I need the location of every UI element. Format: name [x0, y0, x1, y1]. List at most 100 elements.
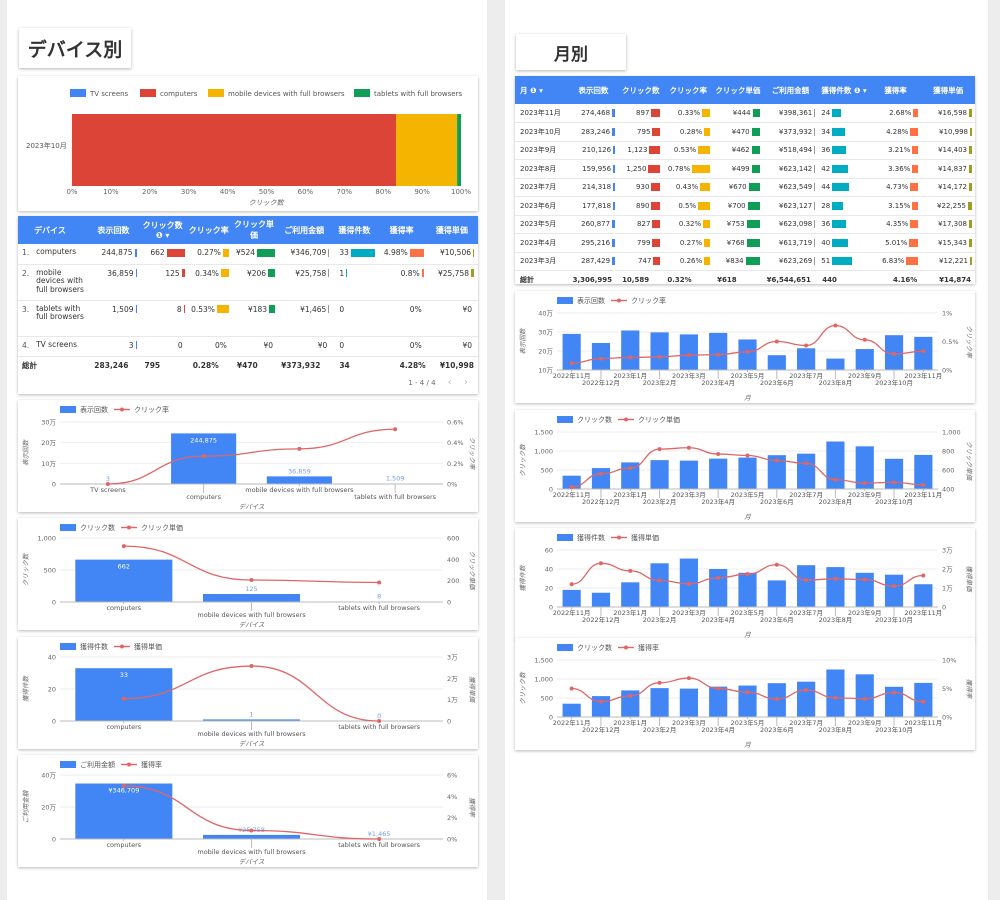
pager-next-icon[interactable]: › — [464, 377, 468, 388]
table-row[interactable]: 2023年8月 159,956 1,250 0.78% ¥499 ¥623,142 42 3.… — [515, 160, 975, 178]
line-point[interactable] — [892, 690, 897, 695]
line-point[interactable] — [833, 576, 838, 581]
month-col-impressions[interactable]: 表示回数 — [578, 85, 609, 95]
table-row[interactable]: 2023年7月 214,318 930 0.43% ¥670 ¥623,549 44 4.73… — [515, 178, 975, 197]
line-point[interactable] — [249, 664, 254, 669]
line-point[interactable] — [921, 699, 926, 704]
line-point[interactable] — [377, 719, 382, 723]
pager-prev-icon[interactable]: ‹ — [447, 377, 452, 388]
line-point[interactable] — [892, 584, 897, 589]
line-point[interactable] — [249, 828, 254, 833]
device-col-cpa[interactable]: 獲得単価 — [435, 225, 468, 235]
line-point[interactable] — [804, 343, 809, 348]
month-col-cpc[interactable]: クリック単価 — [715, 85, 761, 95]
table-row[interactable]: 4. TV screens 3 0 0% ¥0 ¥0 0 0% ¥0 — [18, 336, 478, 356]
line-point[interactable] — [745, 690, 750, 695]
line-point[interactable] — [686, 676, 691, 681]
line-point[interactable] — [628, 568, 633, 573]
line-point[interactable] — [774, 697, 779, 702]
month-col-cost[interactable]: ご利用金額 — [771, 85, 810, 95]
line-point[interactable] — [892, 480, 897, 485]
line-point[interactable] — [569, 582, 574, 587]
device-col-cost[interactable]: ご利用金額 — [284, 225, 325, 235]
table-row[interactable]: 1. computers 244,875 662 0.27% ¥524 ¥346,709 33… — [18, 244, 478, 264]
device-col-cvr[interactable]: 獲得率 — [389, 225, 414, 235]
line-point[interactable] — [745, 572, 750, 577]
device-col-conversions[interactable]: 獲得件数 — [338, 225, 371, 235]
line-point[interactable] — [774, 458, 779, 463]
month-col-cpa[interactable]: 獲得単価 — [933, 85, 964, 95]
line-point[interactable] — [598, 561, 603, 566]
line-point[interactable] — [628, 355, 633, 360]
line-point[interactable] — [774, 339, 779, 344]
line-point[interactable] — [862, 337, 867, 342]
line-point[interactable] — [716, 686, 721, 691]
line-point[interactable] — [377, 837, 382, 841]
line-point[interactable] — [745, 349, 750, 354]
line-point[interactable] — [716, 452, 721, 457]
y2-tick-label: 0.5% — [942, 338, 959, 346]
month-col-ctr[interactable]: クリック率 — [669, 85, 708, 95]
line-point[interactable] — [569, 485, 574, 490]
line-point[interactable] — [569, 686, 574, 691]
line-point[interactable] — [745, 453, 750, 458]
line-point[interactable] — [121, 544, 126, 549]
table-row[interactable]: 3. tablets with full browsers 1,509 8 0.53% ¥… — [18, 300, 478, 336]
table-row[interactable]: 2023年6月 177,818 890 0.5% ¥700 ¥623,127 28 3.15%… — [515, 197, 975, 216]
table-row[interactable]: 2023年3月 287,429 747 0.26% ¥834 ¥623,269 51 6.83… — [515, 252, 975, 271]
line-point[interactable] — [833, 323, 838, 328]
line-point[interactable] — [833, 695, 838, 700]
table-row[interactable]: 2023年9月 210,126 1,123 0.53% ¥462 ¥518,494 36 3.… — [515, 141, 975, 160]
line-point[interactable] — [598, 356, 603, 361]
line-point[interactable] — [892, 352, 897, 357]
line-point[interactable] — [921, 349, 926, 354]
line-point[interactable] — [628, 466, 633, 471]
line-point[interactable] — [862, 696, 867, 701]
month-col-conversions[interactable]: 獲得件数 ❶ ▾ — [821, 85, 867, 95]
month-col-cvr[interactable]: 獲得率 — [884, 85, 907, 95]
device-col-cpc[interactable]: クリック単価 — [233, 220, 274, 240]
line-point[interactable] — [862, 577, 867, 582]
line-point[interactable] — [921, 573, 926, 578]
line-point[interactable] — [804, 578, 809, 583]
device-col-ctr[interactable]: クリック率 — [188, 225, 229, 235]
line-point[interactable] — [377, 580, 382, 585]
line-point[interactable] — [569, 361, 574, 366]
line-point[interactable] — [598, 699, 603, 704]
line-point[interactable] — [393, 427, 398, 432]
line-point[interactable] — [716, 575, 721, 580]
line-point[interactable] — [657, 447, 662, 452]
line-point[interactable] — [297, 446, 302, 451]
device-col-impressions[interactable]: 表示回数 — [97, 225, 130, 235]
line-point[interactable] — [716, 352, 721, 357]
line-point[interactable] — [804, 688, 809, 693]
table-row[interactable]: 2. mobile devices with full browsers 36,85… — [18, 264, 478, 300]
line-point[interactable] — [921, 482, 926, 487]
line-point[interactable] — [105, 482, 110, 486]
line-point[interactable] — [598, 471, 603, 476]
table-row[interactable]: 2023年10月 283,246 795 0.28% ¥470 ¥373,932 34 4.2… — [515, 123, 975, 141]
line-point[interactable] — [628, 693, 633, 698]
line-point[interactable] — [657, 680, 662, 685]
line-point[interactable] — [249, 578, 254, 583]
line-point[interactable] — [686, 445, 691, 450]
line-point[interactable] — [833, 477, 838, 482]
line-point[interactable] — [774, 562, 779, 567]
line-point[interactable] — [657, 578, 662, 583]
table-row[interactable]: 2023年5月 260,877 827 0.32% ¥753 ¥623,098 36 4.35… — [515, 215, 975, 234]
line-point[interactable] — [201, 454, 206, 459]
device-col-device[interactable]: デバイス — [34, 225, 66, 235]
line-point[interactable] — [121, 783, 126, 788]
line-point[interactable] — [686, 581, 691, 586]
line-point[interactable] — [862, 481, 867, 486]
line-point[interactable] — [121, 696, 126, 701]
device-col-clicks[interactable]: クリック数 ❶ ▾ — [142, 221, 183, 240]
month-col-month[interactable]: 月 ❶ ▾ — [520, 85, 543, 95]
table-row[interactable]: 2023年4月 295,216 799 0.27% ¥768 ¥613,719 40 5.01… — [515, 234, 975, 252]
line-point[interactable] — [686, 353, 691, 358]
line-point[interactable] — [657, 354, 662, 359]
line-point[interactable] — [804, 461, 809, 466]
table-row[interactable]: 2023年11月 274,468 897 0.33% ¥444 ¥398,361 24 2.6… — [515, 104, 975, 123]
month-col-clicks[interactable]: クリック数 — [621, 85, 660, 95]
row-metric: 28 — [818, 197, 870, 216]
